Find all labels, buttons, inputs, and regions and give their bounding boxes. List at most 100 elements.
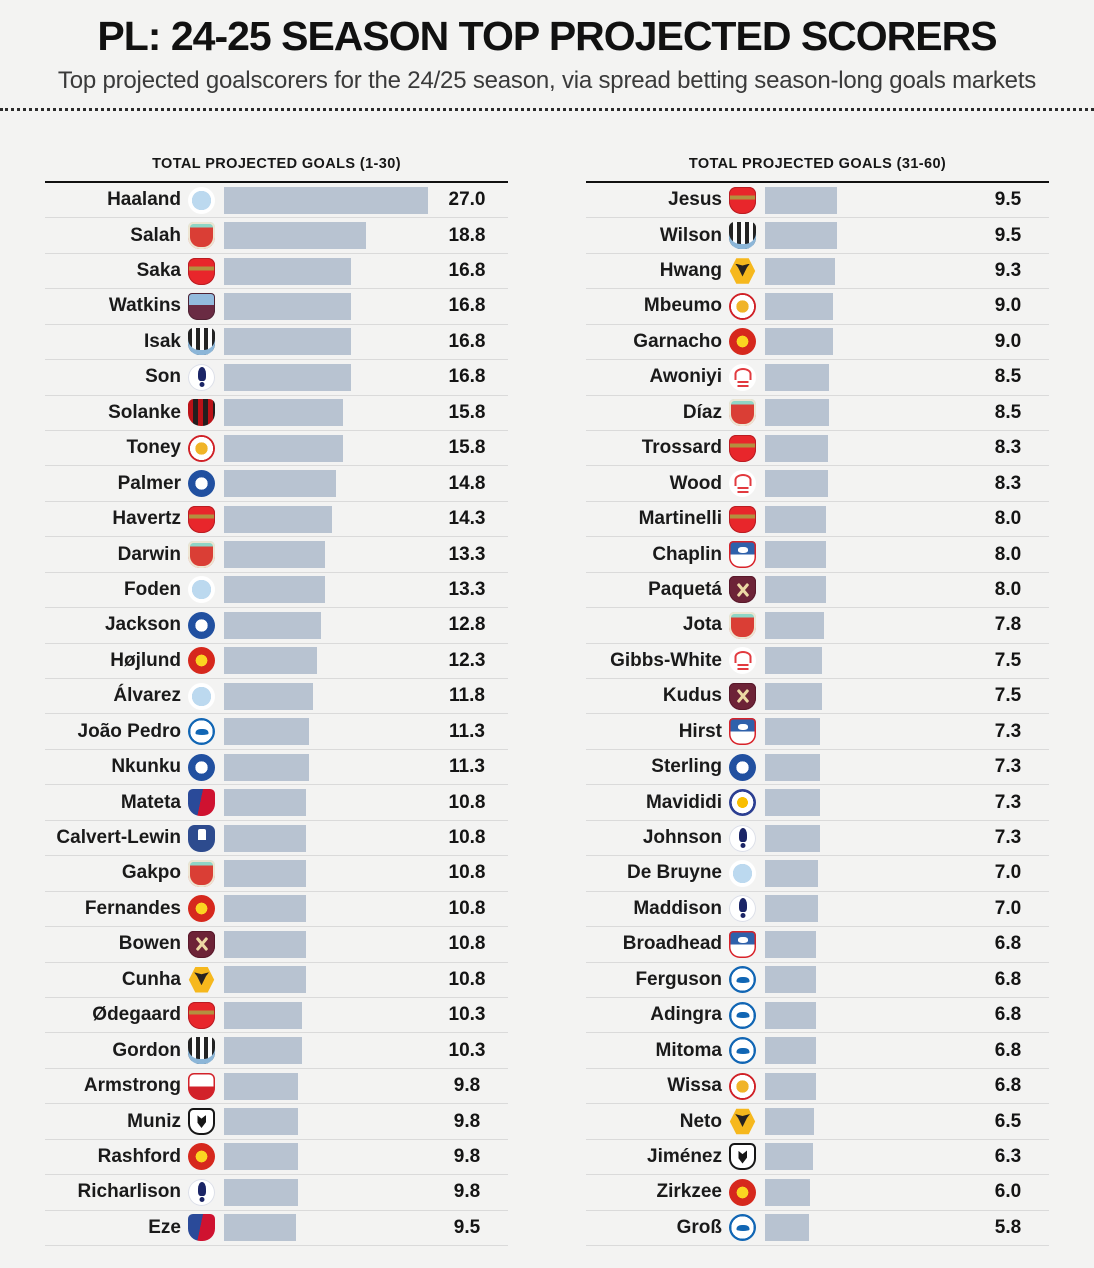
bar-zone: 5.8 bbox=[765, 1211, 1049, 1245]
bar-zone: 6.0 bbox=[765, 1175, 1049, 1209]
projected-goals-value: 13.3 bbox=[448, 543, 486, 565]
projected-goals-value: 15.8 bbox=[448, 401, 486, 423]
projected-goals-bar bbox=[765, 718, 821, 746]
projected-goals-bar bbox=[224, 434, 344, 462]
projected-goals-bar bbox=[224, 1214, 296, 1242]
player-name: Watkins bbox=[108, 295, 181, 317]
player-name: Isak bbox=[144, 330, 181, 352]
player-row: Salah 18.8 bbox=[45, 218, 508, 254]
player-name: Trossard bbox=[641, 437, 722, 459]
player-name: Saka bbox=[136, 260, 181, 281]
player-row: Ferguson 6.8 bbox=[586, 963, 1049, 998]
projected-goals-value: 16.8 bbox=[448, 330, 486, 352]
projected-goals-bar bbox=[224, 1108, 299, 1135]
player-row: Broadhead 6.8 bbox=[586, 927, 1049, 963]
projected-goals-value: 16.8 bbox=[448, 295, 486, 317]
bar-zone: 6.5 bbox=[765, 1104, 1049, 1138]
bar-zone: 7.3 bbox=[765, 785, 1049, 819]
page-subtitle: Top projected goalscorers for the 24/25 … bbox=[57, 66, 1037, 94]
projected-goals-bar bbox=[765, 753, 821, 781]
club-brentford-badge-icon bbox=[729, 292, 756, 320]
club-man-city-badge-icon bbox=[188, 576, 215, 604]
projected-goals-bar bbox=[765, 1037, 817, 1065]
player-name: Broadhead bbox=[622, 933, 722, 955]
bar-zone: 9.0 bbox=[765, 289, 1049, 323]
player-row: Zirkzee 6.0 bbox=[586, 1175, 1049, 1211]
player-row: Mavididi 7.3 bbox=[586, 785, 1049, 821]
player-name: Rashford bbox=[97, 1145, 181, 1167]
projected-goals-bar bbox=[765, 611, 824, 639]
player-row: Mbeumo 9.0 bbox=[586, 289, 1049, 325]
player-name: Mateta bbox=[120, 791, 181, 813]
club-arsenal-badge-icon bbox=[188, 505, 215, 533]
projected-goals-value: 9.5 bbox=[994, 189, 1022, 211]
club-ipswich-badge-icon bbox=[729, 718, 756, 746]
projected-goals-value: 27.0 bbox=[448, 189, 486, 211]
player-name: Højlund bbox=[110, 649, 181, 671]
projected-goals-value: 8.0 bbox=[994, 543, 1022, 565]
player-row: Jiménez 6.3 bbox=[586, 1140, 1049, 1176]
projected-goals-value: 6.8 bbox=[994, 968, 1022, 990]
player-name: Palmer bbox=[117, 472, 181, 494]
projected-goals-value: 6.8 bbox=[994, 1075, 1022, 1097]
club-west-ham-badge-icon bbox=[188, 930, 215, 958]
projected-goals-bar bbox=[224, 682, 314, 710]
player-row: Gakpo 10.8 bbox=[45, 856, 508, 892]
projected-goals-bar bbox=[765, 824, 821, 852]
club-arsenal-badge-icon bbox=[188, 257, 215, 285]
projected-goals-bar bbox=[765, 966, 817, 994]
projected-goals-bar bbox=[765, 930, 817, 958]
bar-zone: 9.5 bbox=[765, 183, 1049, 217]
chart-panels: TOTAL PROJECTED GOALS (1-30) Haaland 27.… bbox=[0, 111, 1094, 1247]
projected-goals-value: 7.0 bbox=[994, 862, 1022, 884]
projected-goals-value: 7.3 bbox=[994, 720, 1022, 742]
bar-zone: 10.8 bbox=[224, 821, 508, 855]
player-name: Nkunku bbox=[111, 756, 181, 778]
bar-zone: 13.3 bbox=[224, 537, 508, 571]
player-name: Muniz bbox=[127, 1110, 181, 1132]
club-chelsea-badge-icon bbox=[188, 611, 215, 639]
projected-goals-bar bbox=[224, 753, 310, 781]
projected-goals-bar bbox=[765, 682, 822, 710]
player-row: Foden 13.3 bbox=[45, 573, 508, 609]
projected-goals-value: 10.3 bbox=[448, 1004, 486, 1026]
bar-zone: 10.3 bbox=[224, 1033, 508, 1067]
club-man-city-badge-icon bbox=[729, 859, 756, 887]
bar-zone: 8.3 bbox=[765, 431, 1049, 465]
club-arsenal-badge-icon bbox=[188, 1001, 215, 1029]
projected-goals-bar bbox=[224, 576, 325, 604]
projected-goals-value: 7.3 bbox=[994, 756, 1022, 778]
projected-goals-bar bbox=[224, 292, 351, 320]
bar-zone: 16.8 bbox=[224, 254, 508, 288]
club-newcastle-badge-icon bbox=[188, 328, 215, 356]
player-name: Cunha bbox=[121, 968, 181, 990]
club-chelsea-badge-icon bbox=[729, 753, 756, 781]
bar-zone: 8.5 bbox=[765, 360, 1049, 394]
projected-goals-value: 10.8 bbox=[448, 827, 486, 848]
player-name: Jesus bbox=[668, 189, 722, 211]
club-bournemouth-badge-icon bbox=[188, 399, 215, 427]
bar-zone: 7.8 bbox=[765, 608, 1049, 642]
bar-zone: 15.8 bbox=[224, 396, 508, 430]
player-name: Mitoma bbox=[655, 1039, 723, 1061]
bar-zone: 15.8 bbox=[224, 431, 508, 465]
projected-goals-bar bbox=[765, 292, 833, 320]
player-row: Muniz 9.8 bbox=[45, 1104, 508, 1140]
club-arsenal-badge-icon bbox=[729, 434, 756, 462]
club-ipswich-badge-icon bbox=[729, 930, 756, 958]
player-name: Eze bbox=[148, 1216, 181, 1238]
player-name: Haaland bbox=[107, 189, 181, 211]
club-nottingham-forest-badge-icon bbox=[729, 363, 756, 391]
projected-goals-value: 9.8 bbox=[453, 1181, 481, 1203]
projected-goals-bar bbox=[224, 257, 351, 285]
bar-zone: 10.8 bbox=[224, 892, 508, 926]
bar-zone: 10.8 bbox=[224, 963, 508, 997]
player-name: Wilson bbox=[659, 224, 722, 246]
bar-zone: 9.8 bbox=[224, 1069, 508, 1103]
bar-zone: 7.0 bbox=[765, 892, 1049, 926]
projected-goals-value: 11.3 bbox=[449, 756, 485, 778]
projected-goals-bar bbox=[765, 363, 830, 391]
player-row: Son 16.8 bbox=[45, 360, 508, 396]
club-brighton-badge-icon bbox=[729, 1214, 756, 1242]
